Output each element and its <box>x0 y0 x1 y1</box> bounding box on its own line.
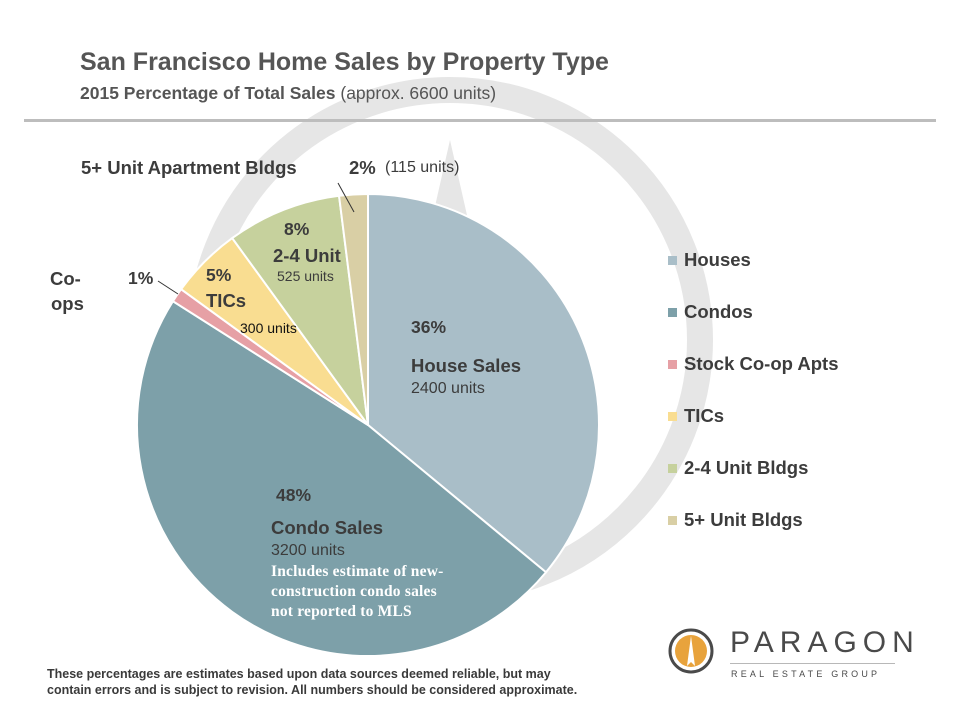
paragon-logo-icon <box>668 628 714 674</box>
legend-item-2-4-unit: 2-4 Unit Bldgs <box>668 455 839 481</box>
subtitle-note: (approx. 6600 units) <box>340 83 497 103</box>
pie-slice-5-unit-bldgs <box>337 192 369 426</box>
condo-note-line-3: not reported to MLS <box>271 603 412 620</box>
paragon-logo: PARAGON REAL ESTATE GROUP <box>668 626 914 679</box>
condo-name-label: Condo Sales <box>271 517 384 538</box>
unit24-pct-label: 8% <box>284 219 310 239</box>
leader-lines <box>157 182 355 295</box>
legend-swatch-condos <box>668 307 677 317</box>
condo-units-label: 3200 units <box>271 542 345 559</box>
legend-swatch-houses <box>668 255 677 265</box>
condo-note-line-1: Includes estimate of new- <box>271 563 444 580</box>
footnote-line-1: These percentages are estimates based up… <box>47 667 551 681</box>
paragon-logo-divider <box>730 663 895 664</box>
tic-pct-label: 5% <box>206 265 232 285</box>
tic-name-label: TICs <box>206 290 247 311</box>
legend-swatch-2-4-unit <box>668 463 677 473</box>
coop-name-label-2: ops <box>51 293 84 314</box>
footnote-line-2: contain errors and is subject to revisio… <box>47 683 578 697</box>
legend-label-coops: Stock Co-op Apts <box>684 353 839 374</box>
legend-item-coops: Stock Co-op Apts <box>668 351 839 377</box>
unit24-name-label: 2-4 Unit <box>273 245 341 266</box>
legend-label-5plus-unit: 5+ Unit Bldgs <box>684 509 803 530</box>
legend-item-houses: Houses <box>668 247 839 273</box>
apt-bldgs-units: (115 units) <box>385 159 460 176</box>
apt-bldgs-pct: 2% <box>349 157 376 178</box>
condo-note-line-2: construction condo sales <box>271 583 437 600</box>
subtitle-main: 2015 Percentage of Total Sales <box>80 83 336 103</box>
condo-pct-label: 48% <box>276 485 312 505</box>
legend-item-5plus-unit: 5+ Unit Bldgs <box>668 507 839 533</box>
leader-line-5plus <box>337 182 355 213</box>
legend-label-2-4-unit: 2-4 Unit Bldgs <box>684 457 809 478</box>
paragon-logo-tagline: REAL ESTATE GROUP <box>731 669 881 679</box>
chart-subtitle: 2015 Percentage of Total Sales (approx. … <box>80 83 496 104</box>
disclaimer-footnote: These percentages are estimates based up… <box>47 666 647 698</box>
chart-legend: Houses Condos Stock Co-op Apts TICs 2-4 … <box>668 247 839 559</box>
header-divider <box>24 119 936 122</box>
pie-slice-condos <box>136 299 548 657</box>
pie-slice-houses <box>367 192 600 574</box>
apt-bldgs-label: 5+ Unit Apartment Bldgs <box>81 157 297 178</box>
legend-swatch-coops <box>668 359 677 369</box>
paragon-logo-name: PARAGON <box>730 626 920 659</box>
pie-slice-2-4-unit-bldgs <box>230 194 369 426</box>
legend-label-tics: TICs <box>684 405 725 426</box>
legend-item-condos: Condos <box>668 299 839 325</box>
pie-slices <box>136 192 600 657</box>
legend-label-houses: Houses <box>684 249 751 270</box>
tic-units-label: 300 units <box>240 320 297 336</box>
house-units-label: 2400 units <box>411 380 485 397</box>
leader-line-coops <box>157 280 179 295</box>
legend-label-condos: Condos <box>684 301 753 322</box>
chart-title: San Francisco Home Sales by Property Typ… <box>80 48 609 76</box>
legend-swatch-tics <box>668 411 677 421</box>
legend-swatch-5plus-unit <box>668 515 677 525</box>
coop-name-label-1: Co- <box>50 268 81 289</box>
unit24-units-label: 525 units <box>277 268 334 284</box>
house-name-label: House Sales <box>411 355 522 376</box>
coop-pct-label: 1% <box>128 268 154 288</box>
legend-item-tics: TICs <box>668 403 839 429</box>
house-pct-label: 36% <box>411 317 447 337</box>
